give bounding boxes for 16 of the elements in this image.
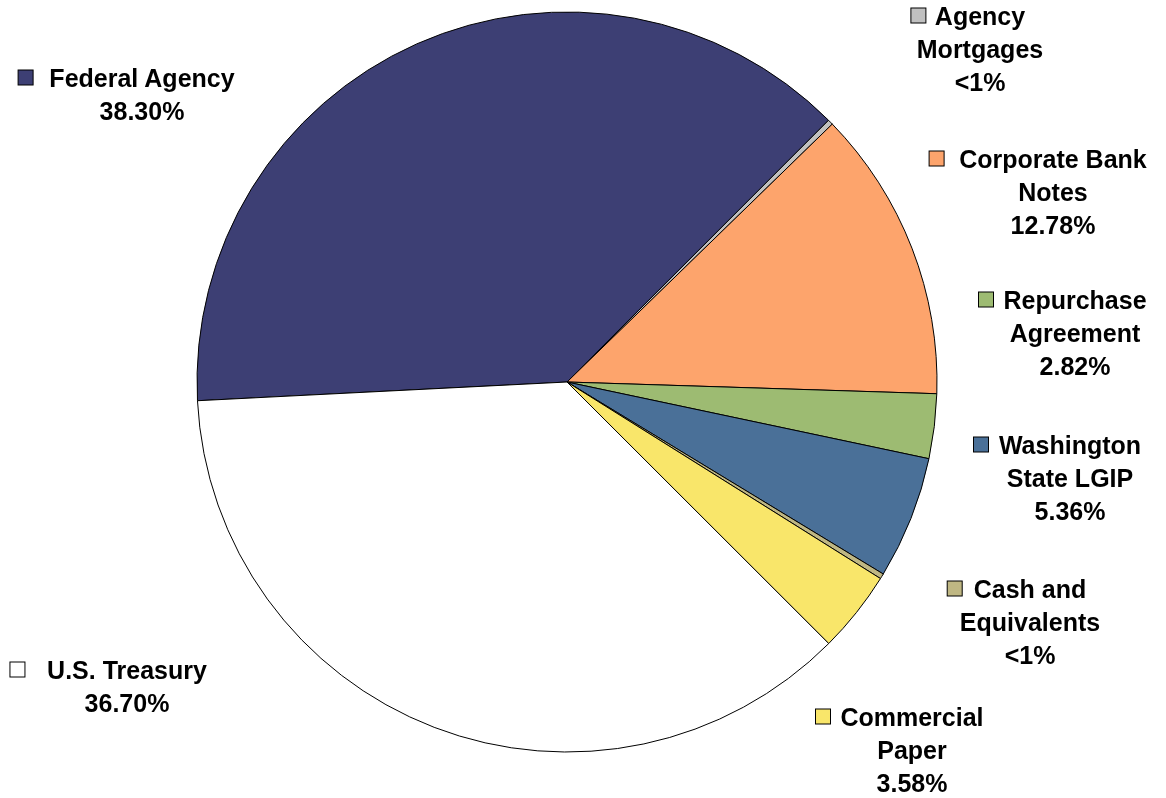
data-label: <1% xyxy=(1004,641,1056,669)
data-label: 5.36% xyxy=(1034,497,1106,525)
data-label: 36.70% xyxy=(84,689,170,717)
legend-label: Commercial Paper xyxy=(840,703,984,764)
legend-label: Corporate Bank Notes xyxy=(959,145,1147,206)
legend-label: Agency Mortgages xyxy=(916,2,1044,63)
legend-label: Cash and Equivalents xyxy=(959,575,1101,636)
legend-label: U.S. Treasury xyxy=(47,656,207,684)
data-label: 2.82% xyxy=(1039,352,1111,380)
data-label: 38.30% xyxy=(99,97,185,125)
data-label: 3.58% xyxy=(876,769,948,797)
legend-label: Federal Agency xyxy=(49,64,235,92)
data-label: 12.78% xyxy=(1010,211,1096,239)
legend-label: Washington State LGIP xyxy=(998,431,1142,492)
legend-label: Repurchase Agreement xyxy=(1003,286,1147,347)
data-label: <1% xyxy=(954,68,1006,96)
